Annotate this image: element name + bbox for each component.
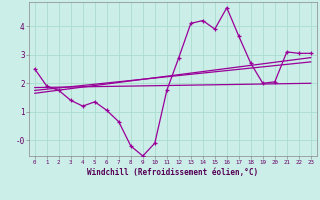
- X-axis label: Windchill (Refroidissement éolien,°C): Windchill (Refroidissement éolien,°C): [87, 168, 258, 177]
